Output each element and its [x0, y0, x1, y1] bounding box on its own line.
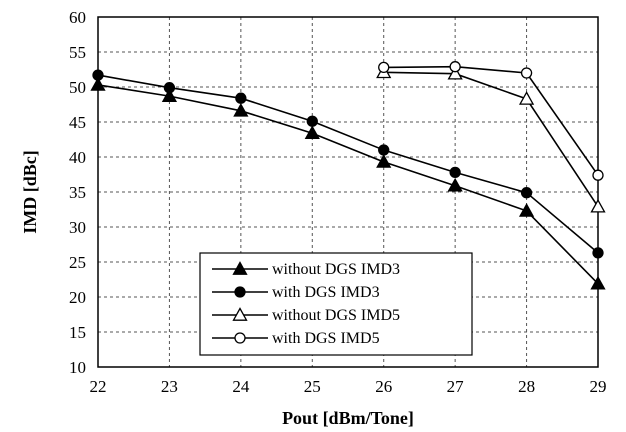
data-point: [163, 82, 176, 94]
data-point: [449, 61, 461, 73]
x-tick-label: 27: [447, 377, 465, 396]
y-tick-label: 50: [69, 78, 86, 97]
data-point: [520, 187, 533, 199]
data-point: [92, 69, 104, 81]
data-point: [518, 91, 535, 105]
x-axis-title: Pout [dBm/Tone]: [282, 408, 414, 428]
data-point: [306, 115, 318, 127]
data-point: [233, 102, 249, 117]
legend-label: with DGS IMD3: [272, 284, 380, 301]
series-line: [383, 65, 599, 176]
data-point: [449, 166, 461, 179]
plot-frame: [97, 16, 599, 368]
data-point: [592, 169, 604, 181]
legend-label: with DGS IMD5: [272, 330, 380, 347]
data-point: [590, 198, 606, 213]
data-point: [447, 65, 463, 80]
series-line: [383, 71, 599, 208]
series-3: [376, 64, 606, 213]
y-tick-label: 25: [69, 253, 86, 272]
y-tick-label: 40: [69, 148, 86, 167]
data-point: [376, 154, 392, 168]
y-tick-label: 35: [69, 183, 86, 202]
data-point: [304, 125, 320, 140]
legend-swatch-marker: [232, 261, 248, 275]
x-tick-label: 23: [161, 377, 178, 396]
data-point: [90, 77, 106, 91]
x-tick-label: 25: [304, 377, 321, 396]
legend-entry: without DGS IMD5: [212, 307, 400, 324]
x-tick-label: 28: [518, 377, 535, 396]
data-point: [590, 275, 606, 290]
series-1: [90, 77, 606, 290]
data-point: [161, 88, 178, 102]
legend-entry: with DGS IMD3: [212, 284, 380, 301]
x-tick-label: 24: [232, 377, 250, 396]
series-layer: [90, 61, 606, 290]
x-axis-ticks: 22 23 24 25 26 27 28 29: [90, 377, 607, 396]
data-point: [518, 203, 535, 217]
y-axis-title: IMD [dBc]: [20, 150, 40, 234]
x-tick-label: 22: [90, 377, 107, 396]
data-point: [378, 144, 390, 156]
legend-label: without DGS IMD3: [272, 261, 400, 278]
data-point: [235, 92, 247, 104]
legend-swatch-marker: [234, 286, 246, 298]
y-tick-label: 45: [69, 113, 86, 132]
series-line: [97, 84, 599, 285]
y-tick-label: 30: [69, 218, 86, 237]
data-point: [592, 247, 604, 259]
legend-label: without DGS IMD5: [272, 307, 400, 324]
y-tick-label: 60: [69, 8, 86, 27]
x-tick-label: 26: [375, 377, 392, 396]
legend-swatch-marker: [234, 332, 246, 344]
legend-entry: with DGS IMD5: [212, 330, 380, 347]
data-point: [447, 177, 463, 192]
series-2: [92, 69, 604, 259]
series-line: [97, 74, 599, 254]
series-4: [378, 61, 604, 181]
y-tick-label: 55: [69, 43, 86, 62]
y-tick-label: 15: [69, 323, 86, 342]
x-tick-label: 29: [590, 377, 607, 396]
legend-swatch-marker: [232, 307, 248, 321]
legend-entry: without DGS IMD3: [212, 261, 400, 278]
data-point: [378, 61, 390, 74]
legend: without DGS IMD3 with DGS IMD3 without DGS…: [199, 252, 473, 356]
y-axis-ticks: 10 15 20 25 30 35 40 45 50 55 60: [69, 8, 86, 377]
y-tick-label: 20: [69, 288, 86, 307]
data-point: [520, 67, 533, 79]
y-tick-label: 10: [69, 358, 86, 377]
